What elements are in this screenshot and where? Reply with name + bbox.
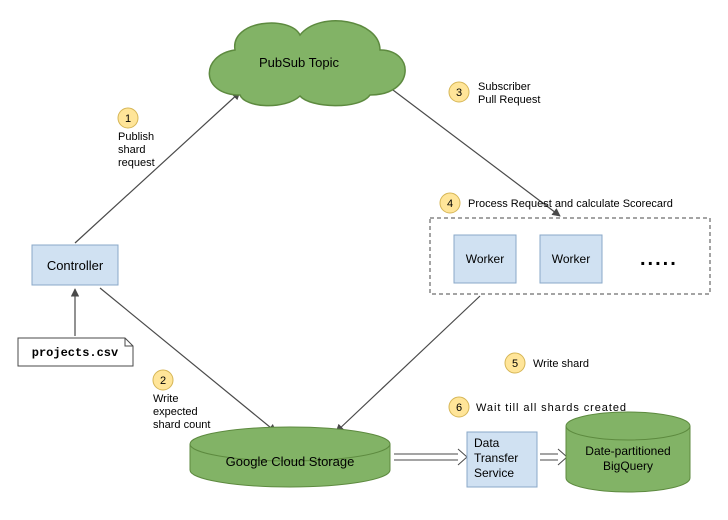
step-3-l2: Pull Request [478, 94, 540, 106]
dts-label-2: Transfer [474, 451, 518, 465]
step-4-num: 4 [447, 198, 453, 210]
pubsub-label: PubSub Topic [259, 55, 339, 70]
step-3: 3 Subscriber Pull Request [449, 81, 540, 106]
step-5-num: 5 [512, 358, 518, 370]
step-1: 1 Publish shard request [118, 108, 155, 169]
dts-node: Data Transfer Service [467, 432, 537, 487]
step-3-num: 3 [456, 87, 462, 99]
step-2-l2: expected [153, 406, 198, 418]
step-2-num: 2 [160, 375, 166, 387]
dts-label-1: Data [474, 436, 500, 450]
dts-to-bq [540, 449, 567, 465]
gcs-to-dts [394, 449, 467, 465]
step-4: 4 Process Request and calculate Scorecar… [440, 193, 673, 213]
step-4-text: Process Request and calculate Scorecard [468, 198, 673, 210]
step-1-l2: shard [118, 144, 146, 156]
worker-1: Worker [454, 235, 516, 283]
dts-label-3: Service [474, 466, 514, 480]
step-1-num: 1 [125, 113, 131, 125]
worker-2: Worker [540, 235, 602, 283]
bq-label-1: Date-partitioned [585, 444, 670, 458]
workers-ellipsis: ..... [640, 248, 678, 270]
step-1-l3: request [118, 157, 155, 169]
step-2-l1: Write [153, 393, 178, 405]
worker-1-label: Worker [466, 252, 504, 266]
controller-label: Controller [47, 258, 104, 273]
edge-controller-to-pubsub [75, 92, 240, 243]
workers-group: Worker Worker ..... [430, 218, 710, 294]
step-2-l3: shard count [153, 419, 210, 431]
gcs-label: Google Cloud Storage [226, 454, 355, 469]
worker-2-label: Worker [552, 252, 590, 266]
bigquery-node: Date-partitioned BigQuery [566, 412, 690, 492]
step-3-l1: Subscriber [478, 81, 531, 93]
step-6-text: Wait till all shards created [476, 402, 626, 414]
pubsub-topic: PubSub Topic [209, 21, 405, 106]
projects-file: projects.csv [18, 338, 133, 366]
controller-node: Controller [32, 245, 118, 285]
step-2: 2 Write expected shard count [153, 370, 210, 431]
gcs-node: Google Cloud Storage [190, 427, 390, 487]
step-1-l1: Publish [118, 131, 154, 143]
projects-label: projects.csv [32, 346, 118, 360]
step-6-num: 6 [456, 402, 462, 414]
step-5: 5 Write shard [505, 353, 589, 373]
bq-label-2: BigQuery [603, 459, 653, 473]
step-5-text: Write shard [533, 358, 589, 370]
